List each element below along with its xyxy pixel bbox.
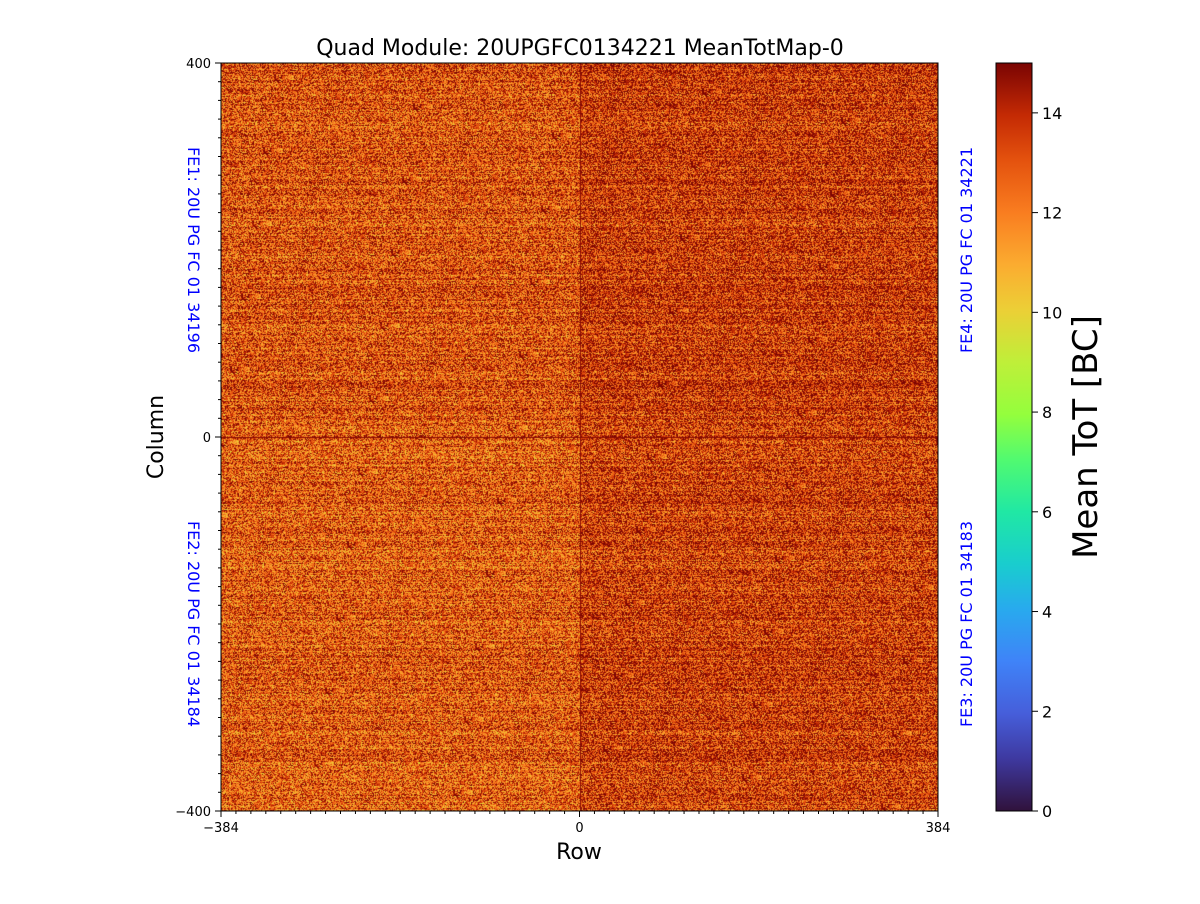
fe3-label: FE3: 20U PG FC 01 34183 [957,521,976,727]
colorbar-tick-label: 10 [1042,303,1062,322]
x-tick-label: 0 [575,821,583,836]
fe2-label: FE2: 20U PG FC 01 34184 [184,521,203,727]
colorbar-tick-label: 14 [1042,104,1062,123]
y-axis: 400 0 −400 [175,57,221,820]
colorbar-label: Mean ToT [BC] [1066,315,1106,559]
y-tick-label: 400 [186,57,211,72]
x-axis: −384 0 384 [203,811,950,836]
chart-title: Quad Module: 20UPGFC0134221 MeanTotMap-0 [316,36,844,61]
x-tick-label: −384 [203,821,239,836]
colorbar-tick-label: 4 [1042,603,1052,622]
fe1-label: FE1: 20U PG FC 01 34196 [184,147,203,353]
heatmap-canvas-container [221,63,938,811]
colorbar-ticks: 0 2 4 6 8 10 12 14 [1032,104,1062,821]
fe4-label: FE4: 20U PG FC 01 34221 [957,147,976,353]
colorbar [995,62,1033,812]
y-tick-label: 0 [203,431,211,446]
colorbar-tick-label: 2 [1042,702,1052,721]
y-axis-label: Column [144,395,169,479]
colorbar-tick-label: 12 [1042,204,1062,223]
colorbar-tick-label: 0 [1042,802,1052,821]
colorbar-tick-label: 6 [1042,503,1052,522]
x-axis-label: Row [556,840,602,865]
heatmap-layer [221,63,938,811]
x-tick-label: 384 [926,821,951,836]
y-tick-label: −400 [175,805,211,820]
heatmap-canvas [221,63,938,811]
colorbar-tick-label: 8 [1042,403,1052,422]
